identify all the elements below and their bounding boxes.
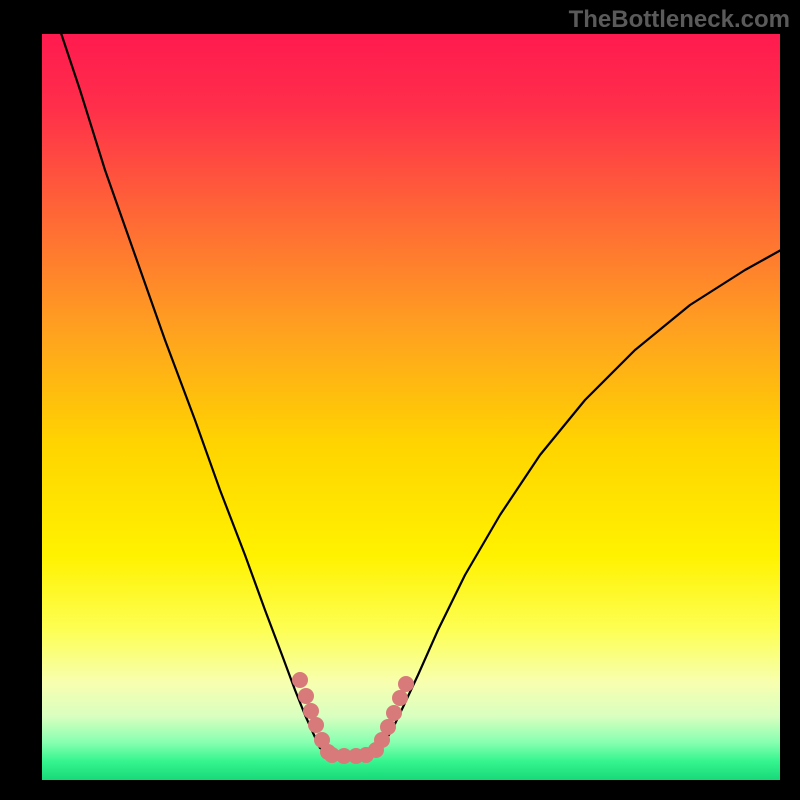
- marker-dot: [292, 672, 308, 688]
- marker-dot: [392, 690, 408, 706]
- plot-svg: [0, 0, 800, 800]
- frame-left: [0, 0, 42, 800]
- marker-dot: [308, 717, 324, 733]
- frame-bottom: [0, 780, 800, 800]
- marker-dot: [398, 676, 414, 692]
- marker-dot: [298, 688, 314, 704]
- watermark-text: TheBottleneck.com: [569, 6, 790, 34]
- marker-dot: [386, 705, 402, 721]
- marker-dot: [303, 703, 319, 719]
- gradient-background: [42, 34, 780, 780]
- chart-canvas: TheBottleneck.com: [0, 0, 800, 800]
- marker-dot: [380, 719, 396, 735]
- frame-right: [780, 0, 800, 800]
